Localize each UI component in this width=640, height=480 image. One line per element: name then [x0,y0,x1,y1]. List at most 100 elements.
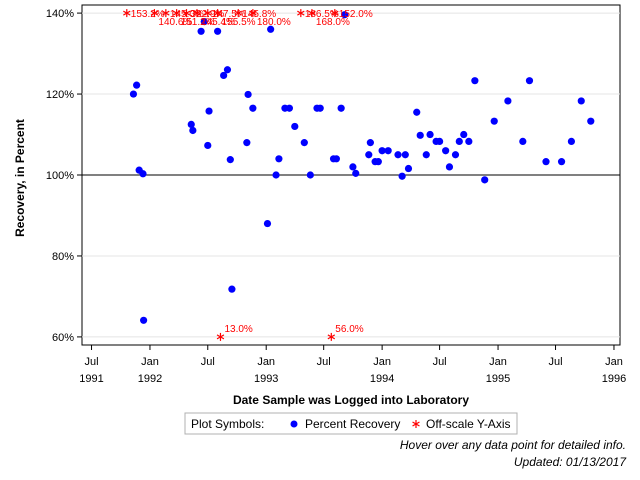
x-tick-year-label: 1996 [602,373,626,385]
data-point[interactable] [220,71,228,80]
x-axis-title: Date Sample was Logged into Laboratory [233,393,469,407]
data-point[interactable] [352,169,360,177]
x-axis: Jul 1991 Jan 1992 Jul Jan 1993 Jul Jan 1994 Jul Jan… [79,345,626,385]
data-point[interactable] [306,171,314,179]
offscale-point[interactable] [249,9,257,18]
offscale-point[interactable] [182,9,191,18]
data-point[interactable] [413,108,421,116]
data-point[interactable] [228,285,236,293]
data-point[interactable] [332,155,340,163]
legend-title: Plot Symbols: [191,417,264,431]
data-point[interactable] [587,117,595,125]
y-tick-label: 140% [46,8,74,20]
data-point[interactable] [341,11,349,19]
data-point[interactable] [455,137,463,146]
asterisk-stroke [234,10,243,16]
data-point[interactable] [214,27,222,35]
asterisk-stroke [162,10,170,16]
data-point[interactable] [465,137,473,146]
data-point[interactable] [223,66,232,74]
data-point[interactable] [140,316,148,324]
data-point[interactable] [275,155,283,163]
offscale-value-label: 153.2% [131,9,165,20]
asterisk-stroke [331,10,339,16]
data-point[interactable] [451,151,460,159]
offscale-value-label: 145.8% [242,9,276,20]
data-point[interactable] [401,151,409,159]
data-point[interactable] [365,151,373,159]
data-point[interactable] [577,97,585,105]
y-tick-label: 100% [46,170,74,182]
data-point[interactable] [366,139,374,147]
offscale-point[interactable] [162,9,170,18]
x-tick-month-label: Jul [433,356,447,368]
data-point[interactable] [285,104,293,112]
x-tick-month-label: Jan [489,356,507,368]
data-point[interactable] [267,25,275,33]
y-axis-title: Recovery, in Percent [13,119,27,237]
data-point[interactable] [263,219,272,228]
offscale-point[interactable] [327,332,336,341]
data-point[interactable] [200,17,208,26]
percent-recovery-series[interactable] [129,11,595,324]
offscale-point[interactable] [172,9,181,18]
data-point[interactable] [249,104,257,112]
data-point[interactable] [404,164,413,173]
data-point[interactable] [416,131,424,139]
data-point[interactable] [525,77,534,85]
data-point[interactable] [226,156,234,164]
asterisk-stroke [297,10,305,16]
data-point[interactable] [460,130,468,139]
data-point[interactable] [272,171,280,179]
data-point[interactable] [129,90,138,98]
x-tick-month-label: Jul [84,356,98,368]
data-point[interactable] [504,97,512,105]
data-point[interactable] [244,90,252,99]
data-point[interactable] [300,139,308,147]
offscale-value-label: 13.0% [224,324,252,335]
offscale-point[interactable] [204,9,212,18]
offscale-point[interactable] [193,9,201,18]
data-point[interactable] [187,120,195,129]
offscale-value-label: 145.4% [201,17,235,28]
data-point[interactable] [519,137,527,146]
offscale-point[interactable] [308,9,316,18]
data-point[interactable] [197,27,205,35]
offscale-point[interactable] [331,9,339,18]
offscale-point[interactable] [123,9,131,18]
offscale-point[interactable] [297,9,305,18]
data-point[interactable] [291,122,299,131]
data-point[interactable] [189,126,197,135]
offscale-point[interactable] [216,332,225,341]
data-point[interactable] [436,137,444,146]
data-point[interactable] [243,139,251,147]
data-point[interactable] [442,147,450,155]
data-point[interactable] [384,147,392,155]
offscale-point[interactable] [150,9,159,18]
legend-label-percent-recovery: Percent Recovery [305,417,400,431]
offscale-point[interactable] [234,9,243,18]
data-point[interactable] [316,104,324,112]
data-point[interactable] [133,81,141,89]
data-point[interactable] [337,104,345,112]
data-point[interactable] [445,163,454,171]
data-point[interactable] [394,151,402,159]
data-point[interactable] [139,170,147,178]
data-point[interactable] [567,137,576,146]
data-point[interactable] [378,147,386,155]
data-point[interactable] [542,158,550,166]
data-point[interactable] [349,163,357,171]
offscale-series[interactable]: 153.2%140.6%145.0%151.2%322.9%145.4%147.… [123,9,373,341]
data-point[interactable] [205,107,213,115]
data-point[interactable] [204,141,212,150]
data-point[interactable] [471,77,479,85]
data-point[interactable] [426,130,434,139]
offscale-point[interactable] [213,9,222,18]
data-point[interactable] [481,176,489,184]
data-point[interactable] [422,151,430,159]
x-tick-month-label: Jan [141,356,159,368]
data-point[interactable] [398,172,406,180]
data-point[interactable] [490,117,498,125]
data-point[interactable] [374,158,382,166]
data-point[interactable] [557,158,566,166]
